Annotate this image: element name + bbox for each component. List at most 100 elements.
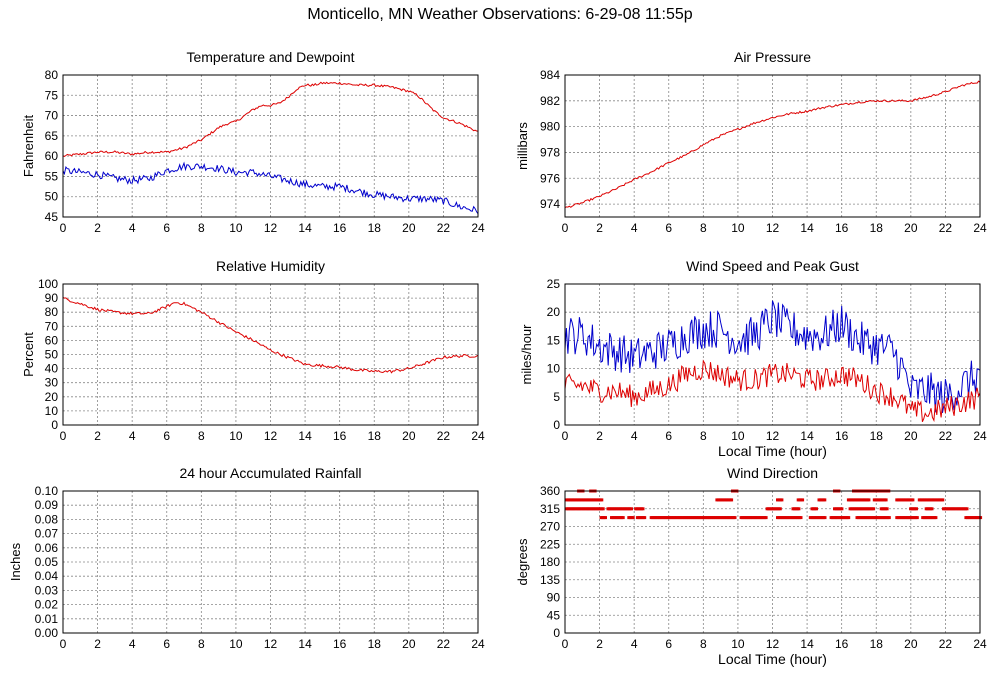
x-tick-label: 14 — [800, 637, 814, 651]
y-tick-label: 75 — [45, 88, 59, 102]
plot-frame — [564, 74, 981, 218]
x-tick-label: 18 — [368, 221, 382, 235]
x-tick-label: 16 — [835, 637, 849, 651]
x-tick-label: 6 — [163, 221, 170, 235]
x-tick-label: 4 — [129, 637, 136, 651]
x-tick-label: 12 — [264, 221, 278, 235]
direction-point — [911, 498, 915, 502]
direction-point — [887, 516, 891, 520]
y-tick-label: 80 — [45, 68, 59, 82]
direction-point — [604, 516, 607, 520]
y-tick-label: 0 — [553, 626, 560, 640]
x-tick-label: 16 — [835, 429, 849, 443]
x-tick-label: 16 — [333, 637, 347, 651]
x-tick-label: 22 — [437, 429, 451, 443]
y-tick-label: 90 — [45, 291, 59, 305]
direction-point — [780, 498, 784, 502]
x-tick-label: 24 — [471, 221, 485, 235]
y-tick-label: 60 — [45, 149, 59, 163]
y-tick-label: 0.07 — [35, 527, 59, 541]
x-tick-label: 18 — [368, 637, 382, 651]
x-tick-label: 6 — [163, 637, 170, 651]
y-tick-label: 80 — [45, 305, 59, 319]
y-tick-label: 60 — [45, 333, 59, 347]
series-line — [62, 296, 479, 374]
x-tick-label: 20 — [402, 429, 416, 443]
y-tick-label: 50 — [45, 348, 59, 362]
x-tick-label: 2 — [94, 637, 101, 651]
y-tick-label: 40 — [45, 362, 59, 376]
chart-title: Temperature and Dewpoint — [186, 49, 354, 65]
y-tick-label: 100 — [38, 277, 58, 291]
x-tick-label: 20 — [904, 637, 918, 651]
x-tick-label: 0 — [562, 637, 569, 651]
series-line — [564, 359, 981, 423]
y-tick-label: 10 — [45, 404, 59, 418]
x-tick-label: 8 — [198, 221, 205, 235]
direction-point — [934, 516, 938, 520]
x-tick-label: 22 — [437, 221, 451, 235]
x-tick-label: 6 — [163, 429, 170, 443]
x-tick-label: 12 — [264, 637, 278, 651]
y-axis-label: degrees — [515, 538, 530, 585]
y-tick-label: 0.04 — [35, 569, 59, 583]
y-tick-label: 0.09 — [35, 498, 59, 512]
x-tick-label: 24 — [471, 429, 485, 443]
x-tick-label: 22 — [437, 637, 451, 651]
y-tick-label: 0 — [51, 418, 58, 432]
x-tick-label: 4 — [631, 429, 638, 443]
x-tick-label: 22 — [939, 221, 953, 235]
x-tick-label: 24 — [471, 637, 485, 651]
x-tick-label: 8 — [198, 637, 205, 651]
x-tick-label: 10 — [731, 221, 745, 235]
y-tick-label: 0.06 — [35, 541, 59, 555]
direction-point — [884, 498, 888, 502]
y-tick-label: 70 — [45, 109, 59, 123]
y-tick-label: 0.03 — [35, 583, 59, 597]
direction-point — [885, 507, 889, 511]
y-tick-label: 20 — [547, 305, 561, 319]
direction-point — [915, 516, 919, 520]
direction-point — [630, 507, 633, 511]
y-tick-label: 0 — [553, 418, 560, 432]
y-tick-label: 65 — [45, 129, 59, 143]
x-tick-label: 12 — [766, 637, 780, 651]
y-tick-label: 5 — [553, 390, 560, 404]
y-tick-label: 360 — [540, 484, 560, 498]
x-tick-label: 18 — [870, 221, 884, 235]
x-tick-label: 0 — [60, 221, 67, 235]
x-axis-label: Local Time (hour) — [718, 443, 827, 459]
x-tick-label: 10 — [229, 637, 243, 651]
y-tick-label: 45 — [45, 210, 59, 224]
plot-frame — [62, 283, 479, 426]
y-tick-label: 0.01 — [35, 612, 59, 626]
y-tick-label: 30 — [45, 376, 59, 390]
x-tick-label: 8 — [700, 221, 707, 235]
chart-title: Air Pressure — [734, 49, 811, 65]
series-line — [564, 300, 981, 413]
plot-frame — [564, 490, 981, 634]
x-tick-label: 0 — [60, 637, 67, 651]
y-tick-label: 15 — [547, 333, 561, 347]
x-tick-label: 2 — [596, 637, 603, 651]
direction-point — [823, 498, 827, 502]
direction-point — [799, 516, 803, 520]
direction-point — [815, 507, 818, 511]
x-tick-label: 14 — [298, 221, 312, 235]
x-tick-label: 2 — [94, 221, 101, 235]
y-tick-label: 50 — [45, 190, 59, 204]
direction-point — [641, 507, 645, 511]
x-tick-label: 22 — [939, 637, 953, 651]
y-tick-label: 45 — [547, 608, 561, 622]
direction-point — [601, 507, 605, 511]
direction-point — [764, 516, 768, 520]
y-tick-label: 980 — [540, 120, 560, 134]
y-tick-label: 90 — [547, 591, 561, 605]
direction-point — [730, 498, 734, 502]
direction-point — [797, 507, 801, 511]
y-axis-label: Fahrenheit — [21, 115, 36, 178]
